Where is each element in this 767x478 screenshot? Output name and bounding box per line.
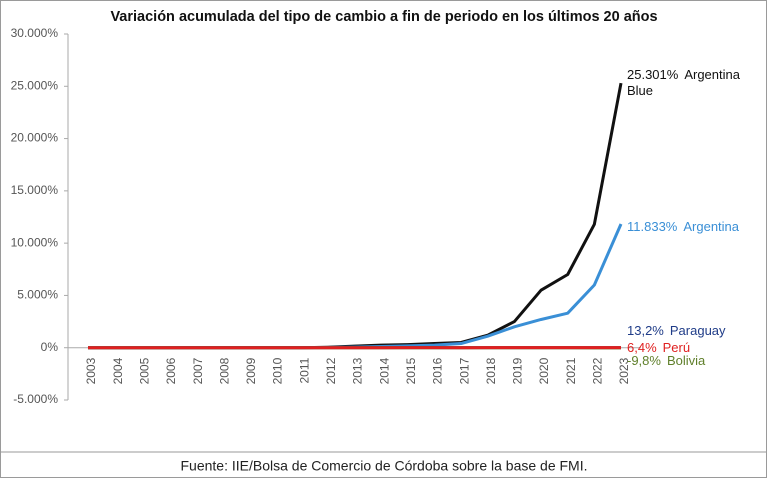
y-tick-label: 10.000% — [11, 235, 59, 249]
x-tick-label: 2023 — [617, 357, 631, 384]
value-label: 25.301% — [627, 67, 679, 83]
value-label: 6,4% — [627, 339, 657, 355]
y-tick-label: 30.000% — [11, 26, 59, 40]
series-name: Perú — [662, 339, 691, 355]
x-tick-label: 2012 — [324, 357, 338, 384]
series-name: Bolivia — [666, 352, 706, 368]
end-label: -9,8% Bolivia — [627, 353, 762, 369]
x-tick-label: 2005 — [137, 357, 151, 384]
x-tick-label: 2003 — [84, 357, 98, 384]
x-tick-label: 2021 — [564, 357, 578, 384]
x-tick-label: 2011 — [297, 357, 311, 383]
y-tick-label: 5.000% — [17, 288, 58, 302]
x-tick-label: 2006 — [164, 357, 178, 384]
value-label: 13,2% — [627, 322, 664, 338]
y-tick-label: 0% — [41, 340, 59, 354]
x-tick-label: 2015 — [404, 357, 418, 384]
x-tick-label: 2010 — [271, 357, 285, 384]
x-tick-label: 2018 — [484, 357, 498, 384]
series-line — [88, 223, 623, 350]
x-tick-label: 2008 — [217, 357, 231, 384]
x-tick-label: 2019 — [511, 357, 525, 384]
end-label: 6,4% Perú — [627, 340, 762, 356]
x-tick-label: 2022 — [591, 357, 605, 384]
series-name: Argentina — [683, 218, 740, 234]
value-label: -9,8% — [627, 352, 661, 368]
x-tick-label: 2013 — [351, 357, 365, 384]
y-tick-label: -5.000% — [13, 392, 58, 406]
end-label: 13,2% Paraguay — [627, 323, 762, 339]
value-label: 11.833% — [627, 218, 678, 234]
x-tick-label: 2004 — [111, 357, 125, 384]
x-tick-label: 2007 — [191, 357, 205, 384]
x-tick-label: 2017 — [457, 357, 471, 384]
x-tick-label: 2020 — [537, 357, 551, 384]
y-tick-label: 25.000% — [11, 78, 59, 92]
x-tick-label: 2014 — [377, 357, 391, 384]
y-tick-label: 15.000% — [11, 183, 59, 197]
source-note: Fuente: IIE/Bolsa de Comercio de Córdoba… — [181, 458, 588, 474]
x-tick-label: 2009 — [244, 357, 258, 384]
series-line — [88, 82, 623, 350]
end-label: 25.301% Argentina Blue — [627, 67, 762, 99]
y-tick-label: 20.000% — [11, 131, 59, 145]
x-tick-label: 2016 — [431, 357, 445, 384]
chart-title: Variación acumulada del tipo de cambio a… — [110, 9, 657, 25]
series-name: Paraguay — [669, 322, 726, 338]
end-label: 11.833% Argentina — [627, 219, 762, 235]
series-name: Argentina Blue — [627, 67, 740, 99]
